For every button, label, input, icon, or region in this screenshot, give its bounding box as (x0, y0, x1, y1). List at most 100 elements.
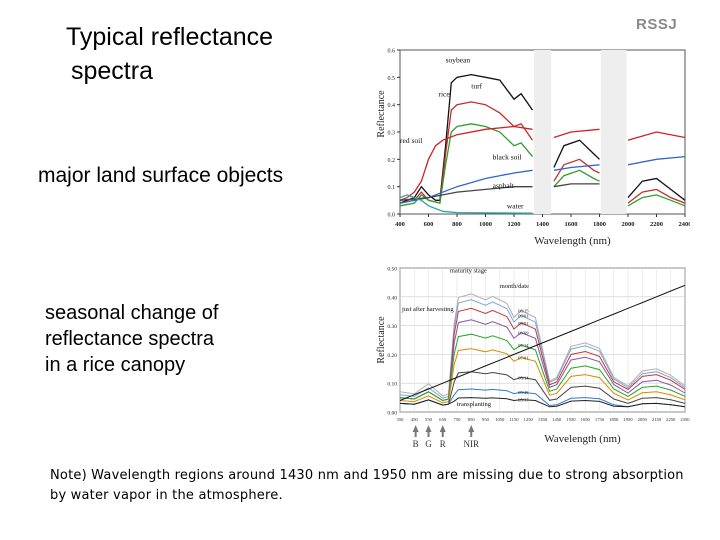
series-label-05-17: 05/17 (518, 398, 529, 403)
caption-rice-canopy: seasonal change of reflectance spectra i… (45, 300, 218, 378)
series-label-07-01: 07/01 (518, 356, 528, 361)
x-tick-label: 2000 (622, 221, 635, 228)
x-tick-label: 1000 (479, 221, 492, 228)
series-line-rice (627, 194, 686, 207)
x-tick-label: 1050 (495, 417, 505, 422)
series-line-turf (553, 158, 600, 182)
series-line-05-17 (399, 397, 686, 408)
annotation-month-date: month/date (500, 283, 529, 290)
series-line-07-01 (399, 348, 686, 404)
absorption-band-1900 (600, 50, 627, 214)
band-label-b: B (413, 439, 419, 449)
x-tick-label: 1800 (593, 221, 606, 228)
series-line-black-soil (553, 164, 600, 171)
page-title-line-1: Typical reflectance (66, 23, 274, 51)
x-tick-label: 800 (452, 221, 462, 228)
x-axis-label: Wavelength (nm) (544, 433, 621, 445)
y-tick-label: 0.50 (387, 267, 397, 273)
footnote: Note) Wavelength regions around 1430 nm … (50, 468, 684, 503)
series-line-black-soil (627, 155, 686, 166)
annotation-asphalt: asphalt (493, 181, 515, 190)
band-arrow-r (439, 425, 446, 432)
series-line-soybean (627, 177, 686, 201)
x-tick-label: 1850 (609, 417, 619, 422)
x-tick-label: 1250 (524, 417, 534, 422)
series-label-05-28: 05/28 (518, 390, 529, 395)
series-line-asphalt (399, 186, 533, 201)
x-tick-label: 2200 (650, 221, 663, 228)
x-tick-label: 1450 (552, 417, 562, 422)
x-tick-label: 2150 (652, 417, 662, 422)
x-tick-label: 1550 (566, 417, 576, 422)
series-line-rice (399, 123, 533, 207)
band-label-g: G (425, 439, 432, 449)
series-line-turf (399, 101, 534, 204)
series-line-rice (553, 169, 600, 188)
x-tick-label: 1750 (595, 417, 605, 422)
series-line-09-23 (399, 284, 686, 401)
x-tick-label: 1200 (508, 221, 521, 228)
band-arrow-g (425, 425, 432, 432)
annotation-rice: rice (438, 89, 450, 98)
series-label-09-09: 09/09 (518, 331, 529, 336)
y-axis-label: Reflectance (376, 90, 387, 138)
x-tick-label: 2250 (666, 417, 676, 422)
annotation-transplanting: transplanting (457, 401, 492, 408)
x-tick-label: 1600 (565, 221, 578, 228)
series-label-08-01: 08/01 (518, 321, 528, 326)
band-arrow-stem-nir (470, 431, 473, 437)
annotation-just-after-harvesting: just after harvesting (401, 306, 454, 313)
absorption-band-1400 (533, 50, 552, 214)
x-tick-label: 1950 (623, 417, 633, 422)
x-tick-label: 600 (424, 221, 434, 228)
band-label-nir: NIR (464, 439, 480, 449)
band-arrow-b (412, 425, 419, 432)
annotation-water: water (507, 202, 524, 211)
chart-rice-canopy-spectra: 0.00 0.10 0.20 0.30 0.40 0.50 350 450 550 650 750 8… (376, 267, 690, 450)
series-line-soybean (399, 73, 534, 204)
x-tick-label: 550 (425, 417, 433, 422)
annotation-soybean: soybean (446, 55, 471, 64)
x-tick-label: 2350 (680, 417, 690, 422)
y-tick-label: 0.40 (387, 295, 397, 301)
x-tick-label: 350 (397, 417, 405, 422)
y-tick-label: 0.10 (387, 382, 397, 388)
series-label-09-01: 09/01 (518, 313, 528, 318)
chart-land-surface-spectra: 0.0 0.1 0.2 0.3 0.4 0.5 0.6 400 600 800 1000 1200 14… (376, 49, 691, 248)
x-tick-label: 850 (468, 417, 476, 422)
annotation-black-soil: black soil (493, 152, 522, 161)
x-tick-label: 1650 (581, 417, 591, 422)
y-tick-label: 0.4 (388, 103, 396, 109)
x-tick-label: 750 (454, 417, 462, 422)
page-title-line-2: spectra (71, 57, 153, 85)
series-line-red-soil (553, 128, 600, 139)
y-tick-label: 0.20 (387, 353, 397, 359)
series-label-06-14: 06/14 (518, 375, 529, 380)
caption-rice-line-3: in a rice canopy (45, 354, 186, 376)
x-tick-label: 1350 (538, 417, 548, 422)
x-axis-label: Wavelength (nm) (534, 235, 611, 247)
x-tick-label: 2400 (679, 221, 691, 228)
annotation-red-soil: red soil (400, 136, 422, 145)
series-label-08-15: 08/15 (518, 308, 529, 313)
y-tick-label: 0.5 (388, 76, 396, 82)
band-label-r: R (440, 439, 446, 449)
y-tick-label: 0.1 (388, 185, 396, 191)
annotation-maturity-stage: maturity stage (450, 267, 487, 274)
x-tick-label: 400 (395, 221, 405, 228)
series-line-red-soil (399, 125, 533, 201)
band-arrow-stem-g (427, 431, 430, 437)
y-tick-label: 0.3 (388, 131, 396, 137)
annotation-turf: turf (471, 81, 482, 90)
x-tick-label: 950 (482, 417, 490, 422)
series-label-07-14: 07/14 (518, 343, 529, 348)
y-axis-label: Reflectance (376, 316, 387, 364)
band-arrow-stem-r (441, 431, 444, 437)
x-tick-label: 650 (439, 417, 447, 422)
x-tick-label: 1150 (509, 417, 519, 422)
caption-land-surface: major land surface objects (38, 164, 284, 187)
x-tick-label: 1400 (536, 221, 549, 228)
y-tick-label: 0.0 (388, 213, 396, 219)
series-line-soybean (553, 139, 600, 168)
y-tick-label: 0.6 (388, 49, 396, 55)
